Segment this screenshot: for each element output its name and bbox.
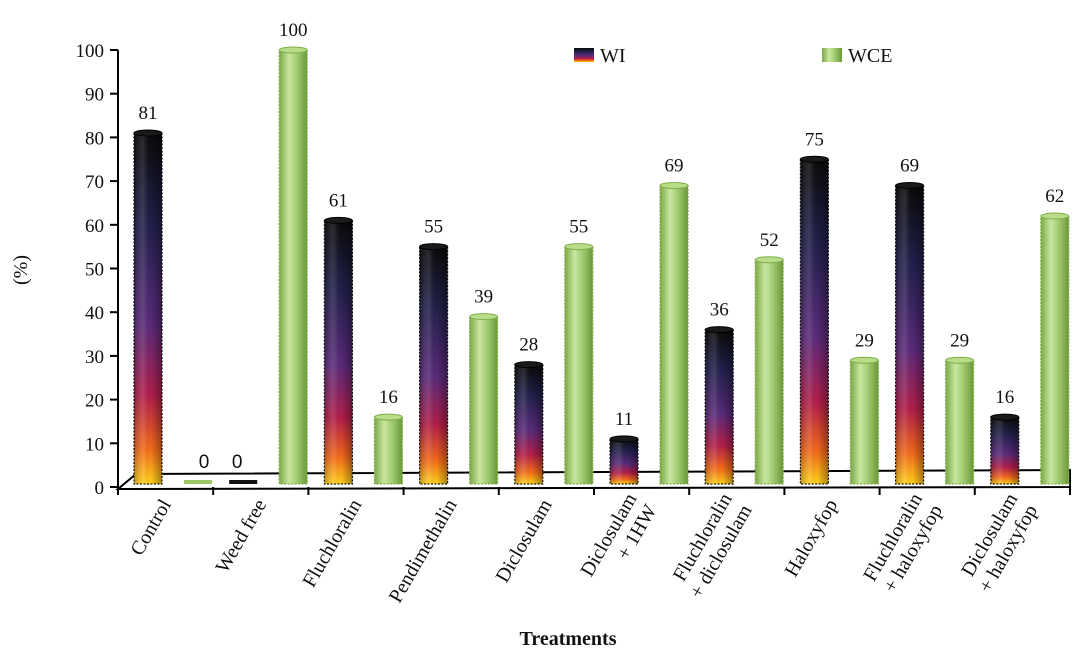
value-label-wi: 75 (805, 129, 824, 150)
value-label-wce: 52 (760, 230, 779, 251)
value-label-wce: 39 (474, 287, 493, 308)
x-category-label: Diclosulam+ 1HW (576, 489, 661, 592)
x-category-label: Diclosulam (492, 495, 557, 586)
bar-wce (849, 356, 880, 485)
value-label-wce: 55 (569, 217, 588, 238)
bar-wce (944, 356, 975, 485)
legend-label-wi: WI (600, 45, 626, 67)
value-label-wce: 16 (379, 387, 398, 408)
legend-swatch-wi (574, 48, 594, 62)
value-label-wi: 81 (139, 103, 158, 124)
bar-wi (990, 413, 1020, 485)
value-label-wi: 11 (615, 409, 633, 430)
y-tick-label: 90 (85, 85, 104, 106)
bar-wi (514, 361, 544, 485)
legend-swatch-wce (822, 48, 842, 62)
value-label-wce: 69 (665, 155, 684, 176)
value-label-wce: 62 (1045, 186, 1064, 207)
bar-wi (419, 243, 449, 485)
legend: WI WCE (574, 45, 892, 67)
y-axis-title: (%) (10, 255, 32, 285)
value-label-wi: 55 (424, 217, 443, 238)
bar-wi (323, 216, 353, 485)
y-axis-ticks: 0 10 20 30 40 50 60 70 80 90 100 (76, 41, 118, 499)
chart-floor (115, 468, 1071, 491)
y-tick-label: 100 (76, 41, 105, 62)
bar-wi (133, 129, 163, 485)
value-label-wce: 29 (950, 330, 969, 351)
value-label-wi: 0 (232, 452, 243, 473)
y-tick-label: 10 (85, 434, 104, 455)
bars-group: 81 0 0 100 61 16 55 39 28 55 11 69 36 52 75 29 69 29 16 62 (133, 20, 1070, 485)
x-category-label: Control (126, 495, 176, 559)
x-category-label: Haloxyfop (781, 496, 843, 581)
bar-wi (704, 326, 734, 485)
bar-wce (659, 181, 689, 485)
x-category-label: Fluchloralin (298, 496, 366, 592)
x-category-label: Weed free (212, 495, 272, 576)
value-label-wi: 28 (519, 335, 538, 356)
y-tick-label: 0 (95, 478, 105, 499)
bar-wce (278, 46, 308, 485)
value-label-wce: 29 (855, 330, 874, 351)
legend-label-wce: WCE (848, 45, 892, 67)
value-label-wce: 0 (199, 452, 210, 473)
bar-wce (564, 243, 594, 485)
y-tick-label: 30 (85, 347, 104, 368)
bar-wce (373, 413, 403, 485)
value-label-wi: 69 (900, 155, 919, 176)
x-axis-title: Treatments (519, 628, 616, 650)
y-tick-label: 80 (85, 128, 104, 149)
bar-wce (1040, 212, 1070, 485)
y-tick-label: 20 (85, 391, 104, 412)
bar-wce (469, 313, 499, 485)
y-tick-label: 70 (85, 172, 104, 193)
x-axis-categories: Control Weed free Fluchloralin Pendimethali… (117, 487, 1071, 607)
x-category-label: Fluchloralin+ diclosulam (666, 489, 757, 602)
value-label-wi: 36 (710, 300, 729, 321)
x-category-label: Diclosulam+ haloxyfop (955, 489, 1043, 596)
value-label-wi: 16 (995, 387, 1014, 408)
bar-wce (184, 480, 212, 484)
y-tick-label: 40 (85, 303, 104, 324)
value-label-wi: 61 (329, 190, 348, 211)
bar-wi (609, 435, 639, 485)
bar-wi (799, 155, 830, 485)
x-category-label: Pendimethalin (385, 496, 462, 607)
bar-wi (229, 480, 258, 484)
x-category-label: Fluchloralin+ haloxyfop (859, 490, 947, 597)
y-tick-label: 50 (85, 260, 104, 281)
bar-wi (894, 181, 925, 485)
y-tick-label: 60 (85, 216, 104, 237)
value-label-wce: 100 (279, 20, 308, 41)
bar-wce (754, 256, 784, 485)
